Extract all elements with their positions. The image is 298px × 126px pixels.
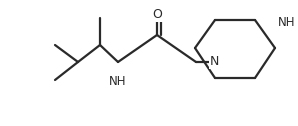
- Text: O: O: [152, 8, 162, 21]
- Text: NH: NH: [109, 75, 127, 88]
- Text: NH: NH: [278, 15, 296, 28]
- Text: N: N: [209, 55, 219, 68]
